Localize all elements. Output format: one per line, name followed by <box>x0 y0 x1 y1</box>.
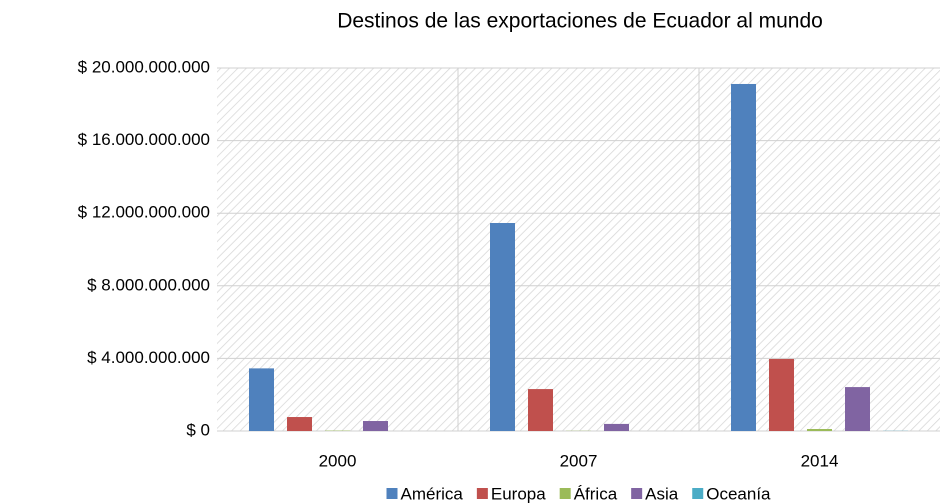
x-tick-label: 2000 <box>319 451 357 470</box>
bar <box>249 368 274 431</box>
y-tick-label: $ 0 <box>186 420 210 439</box>
bar <box>490 223 515 431</box>
bar <box>769 358 794 431</box>
y-tick-label: $ 16.000.000.000 <box>78 130 210 149</box>
chart-title: Destinos de las exportaciones de Ecuador… <box>337 10 823 33</box>
legend-swatch <box>631 488 643 499</box>
bar <box>807 429 832 431</box>
legend-label: África <box>574 484 618 503</box>
bar <box>731 83 756 432</box>
bar <box>287 417 312 431</box>
bar <box>604 423 629 431</box>
legend-swatch <box>692 488 704 499</box>
x-tick-label: 2007 <box>560 451 598 470</box>
legend-label: Asia <box>645 484 679 503</box>
legend-swatch <box>559 488 571 499</box>
bar <box>528 389 553 431</box>
y-tick-label: $ 20.000.000.000 <box>78 57 210 76</box>
legend-label: América <box>401 484 464 503</box>
bar <box>845 387 870 431</box>
legend-swatch <box>386 488 398 499</box>
y-tick-label: $ 4.000.000.000 <box>87 348 210 367</box>
x-tick-label: 2014 <box>801 451 839 470</box>
legend-label: Oceanía <box>706 484 771 503</box>
y-tick-label: $ 12.000.000.000 <box>78 203 210 222</box>
legend-label: Europa <box>491 484 546 503</box>
bar <box>363 421 388 431</box>
legend-swatch <box>476 488 488 499</box>
plot-area <box>217 68 940 431</box>
y-tick-label: $ 8.000.000.000 <box>87 275 210 294</box>
